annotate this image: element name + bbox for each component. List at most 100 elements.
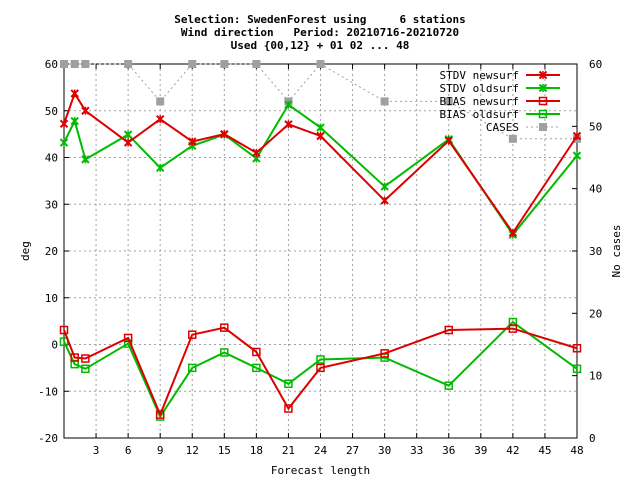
data-point xyxy=(284,404,293,413)
data-point xyxy=(316,363,325,373)
y-tick-label: 20 xyxy=(45,245,58,258)
y2-tick-label: 10 xyxy=(589,370,602,383)
y-tick-label: 10 xyxy=(45,292,58,305)
x-tick-label: 15 xyxy=(218,444,231,457)
y2-axis-label: No cases xyxy=(610,225,623,278)
legend-label: STDV oldsurf xyxy=(440,82,519,95)
data-point xyxy=(316,131,325,141)
data-point xyxy=(156,97,165,106)
y2-tick-label: 30 xyxy=(589,245,602,258)
data-point xyxy=(572,131,582,141)
legend-label: BIAS oldsurf xyxy=(440,108,519,121)
chart-title: Selection: SwedenForest using 6 stations… xyxy=(174,13,465,52)
data-point xyxy=(155,163,165,172)
data-point xyxy=(188,137,197,146)
y-tick-label: 60 xyxy=(45,58,58,71)
legend-marker xyxy=(538,96,548,106)
y-tick-label: 50 xyxy=(45,105,58,118)
series-line xyxy=(63,320,578,419)
data-point xyxy=(188,330,197,339)
y-tick-label: 40 xyxy=(45,152,58,165)
data-point xyxy=(444,325,453,335)
data-point xyxy=(284,379,293,389)
data-point xyxy=(81,155,90,164)
data-point xyxy=(81,354,90,363)
y2-tick-label: 50 xyxy=(589,120,602,133)
series-bias-newsurf xyxy=(59,323,582,419)
data-point xyxy=(252,347,261,357)
series-line xyxy=(63,91,578,235)
data-point xyxy=(81,106,90,115)
data-point xyxy=(59,138,69,147)
data-point xyxy=(123,138,133,147)
x-tick-label: 6 xyxy=(125,444,132,457)
x-tick-label: 48 xyxy=(570,444,583,457)
data-point xyxy=(123,333,133,343)
legend-label: CASES xyxy=(486,121,519,134)
data-point xyxy=(70,60,79,68)
x-tick-label: 12 xyxy=(186,444,199,457)
y2-tick-label: 0 xyxy=(589,432,596,445)
data-point xyxy=(252,148,261,158)
y-tick-label: -10 xyxy=(38,385,58,398)
data-point xyxy=(508,134,517,143)
legend-label: STDV newsurf xyxy=(440,69,519,82)
x-tick-label: 30 xyxy=(378,444,391,457)
title-line: Wind direction Period: 20210716-20210720 xyxy=(181,26,459,39)
data-point xyxy=(316,355,325,364)
data-point xyxy=(59,325,69,335)
x-tick-label: 45 xyxy=(538,444,551,457)
data-point xyxy=(316,60,325,68)
axis-ticks: 3 6 9 12 15 18 21 24 27 30 33 36 39 42 45 48-20-1001020… xyxy=(38,58,602,457)
data-point xyxy=(81,364,90,374)
x-tick-label: 18 xyxy=(250,444,263,457)
data-point xyxy=(123,130,133,139)
y2-tick-label: 60 xyxy=(589,58,602,71)
data-point xyxy=(508,324,518,333)
data-point xyxy=(252,60,261,68)
data-point xyxy=(70,116,79,126)
data-point xyxy=(284,120,293,129)
series-layer xyxy=(59,60,582,421)
data-point xyxy=(316,123,325,132)
data-point xyxy=(155,410,165,419)
legend-marker xyxy=(538,109,548,119)
data-point xyxy=(508,228,518,237)
y-tick-label: 0 xyxy=(51,339,58,352)
data-point xyxy=(220,60,229,68)
data-point xyxy=(572,343,582,353)
series-stdv-newsurf xyxy=(59,89,582,237)
data-point xyxy=(284,100,293,109)
data-point xyxy=(572,151,582,160)
data-point xyxy=(81,60,90,68)
data-point xyxy=(444,97,453,106)
data-point xyxy=(124,60,133,68)
x-tick-label: 33 xyxy=(410,444,423,457)
data-point xyxy=(188,60,197,68)
data-point xyxy=(252,363,261,373)
series-line xyxy=(63,103,578,237)
data-point xyxy=(220,348,229,357)
legend-marker xyxy=(538,83,548,93)
x-tick-label: 9 xyxy=(157,444,164,457)
legend-label: BIAS newsurf xyxy=(440,95,519,108)
data-point xyxy=(220,323,229,332)
x-tick-label: 39 xyxy=(474,444,487,457)
y-tick-label: 30 xyxy=(45,198,58,211)
data-point xyxy=(572,364,582,374)
data-point xyxy=(70,89,79,98)
data-point xyxy=(188,363,197,373)
title-line: Selection: SwedenForest using 6 stations xyxy=(174,13,465,26)
y-tick-label: -20 xyxy=(38,432,58,445)
x-tick-label: 21 xyxy=(282,444,295,457)
data-point xyxy=(155,114,165,124)
data-point xyxy=(60,60,68,68)
y2-tick-label: 20 xyxy=(589,307,602,320)
data-point xyxy=(444,381,453,390)
data-point xyxy=(380,349,389,358)
data-point xyxy=(380,196,389,205)
legend-marker xyxy=(539,123,547,131)
y-axis-label: deg xyxy=(19,241,32,261)
